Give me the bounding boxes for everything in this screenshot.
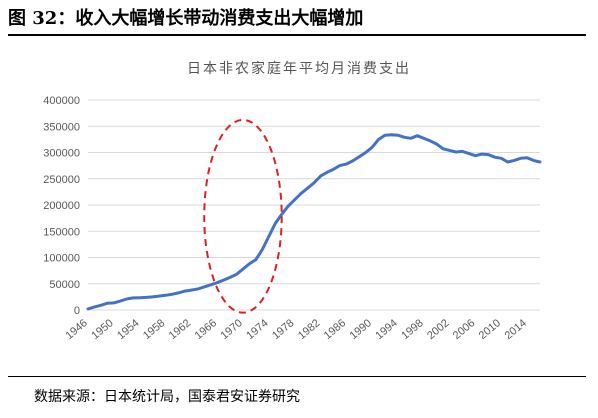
x-tick-label: 1994 — [373, 317, 399, 342]
x-tick-label: 1990 — [348, 317, 374, 342]
x-tick-label: 2010 — [477, 317, 503, 342]
series-line — [86, 133, 542, 311]
x-tick-label: 2002 — [425, 317, 451, 342]
x-tick-label: 1966 — [193, 317, 219, 342]
highlight-layer — [203, 118, 283, 314]
x-tick-label: 1958 — [141, 317, 167, 342]
x-tick-label: 1946 — [63, 317, 89, 342]
x-tick-label: 1970 — [218, 317, 244, 342]
highlight-ellipse — [203, 118, 283, 314]
data-series — [86, 133, 542, 311]
x-tick-label: 1954 — [115, 317, 141, 342]
y-tick-label: 100000 — [43, 253, 80, 265]
x-tick-label: 1982 — [296, 317, 322, 342]
grid-lines — [88, 99, 540, 311]
y-tick-label: 250000 — [43, 174, 80, 186]
y-tick-labels: 0 50000 100000 150000 200000 250000 300000 3500… — [43, 95, 80, 317]
source-note: 数据来源：日本统计局，国泰君安证券研究 — [34, 389, 300, 405]
x-tick-label: 1986 — [322, 317, 348, 342]
x-tick-label: 2014 — [503, 317, 529, 342]
x-tick-label: 2006 — [451, 317, 477, 342]
x-tick-label: 1962 — [167, 317, 193, 342]
y-tick-label: 50000 — [49, 279, 80, 291]
y-tick-label: 400000 — [43, 95, 80, 107]
source-divider — [8, 376, 586, 377]
x-tick-label: 1998 — [399, 317, 425, 342]
y-tick-label: 150000 — [43, 226, 80, 238]
y-tick-label: 300000 — [43, 148, 80, 160]
y-tick-label: 0 — [74, 305, 80, 317]
x-tick-label: 1950 — [89, 317, 115, 342]
figure-title: 图 32：收入大幅增长带动消费支出大幅增加 — [8, 8, 364, 29]
x-tick-labels: 1946 1950 1954 1958 1962 1966 1970 1974 1978 1982… — [63, 317, 529, 342]
title-divider — [8, 34, 586, 36]
y-tick-label: 350000 — [43, 121, 80, 133]
chart-title: 日本非农家庭年平均月消费支出 — [187, 61, 411, 77]
x-tick-label: 1974 — [244, 317, 270, 342]
x-tick-label: 1978 — [270, 317, 296, 342]
y-tick-label: 200000 — [43, 200, 80, 212]
